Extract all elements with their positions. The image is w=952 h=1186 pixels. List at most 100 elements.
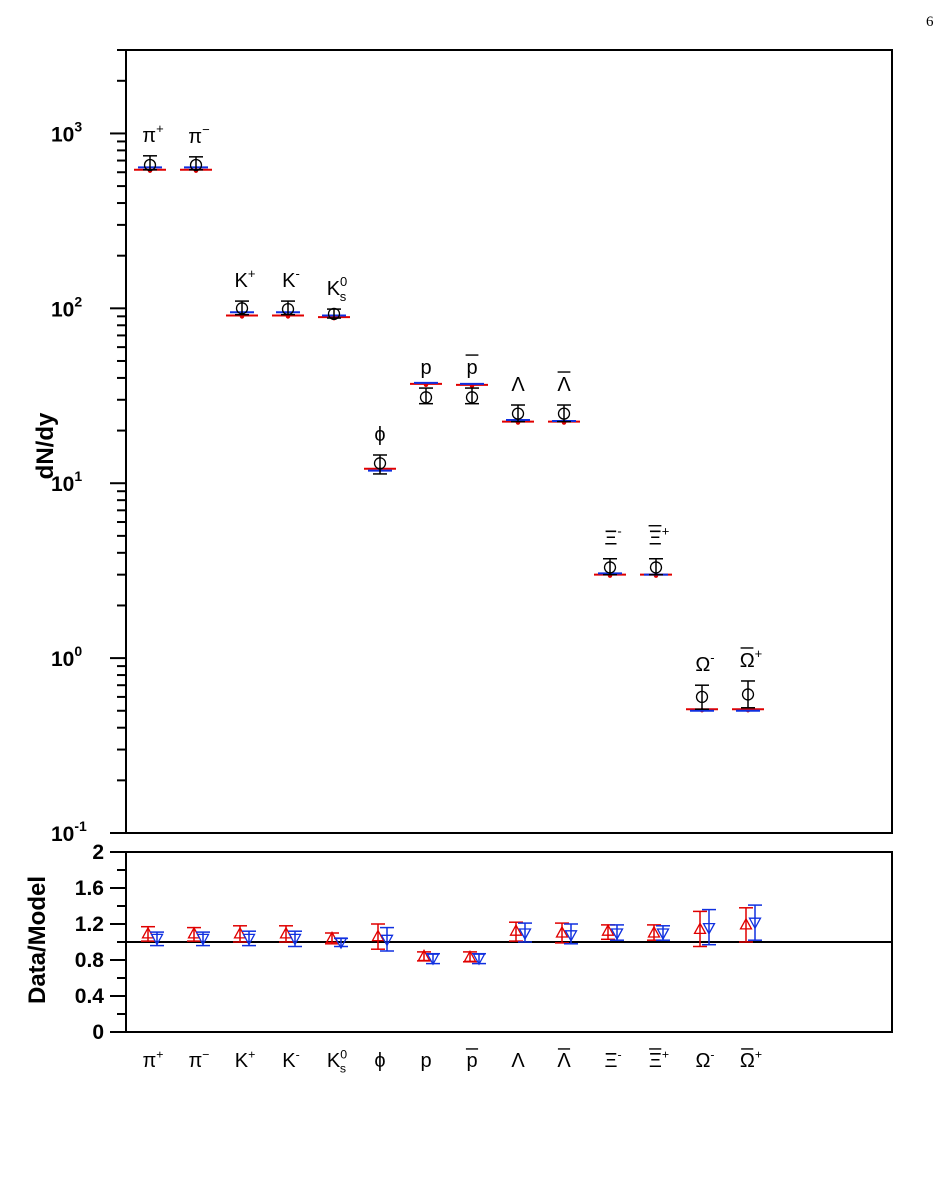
- x-tick-label-cat-3: K-: [282, 1047, 299, 1072]
- top-point-cat-9: [548, 404, 580, 425]
- y-tick-label: 100: [51, 643, 82, 671]
- top-point-cat-12: [686, 684, 718, 713]
- ratio-blue-triangle-down: [380, 934, 394, 947]
- ratio-blue-triangle-down: [426, 953, 440, 966]
- data-point-circle: [465, 391, 479, 404]
- ratio-red-triangle-up: [187, 926, 201, 939]
- ratio-red-triangle-up: [739, 917, 753, 930]
- data-point-circle: [373, 457, 387, 470]
- ratio-red-triangle-up: [509, 923, 523, 936]
- data-point-circle: [419, 391, 433, 404]
- data-point-circle: [143, 158, 157, 172]
- top-point-cat-10: [594, 557, 626, 578]
- top-point-cat-1: [180, 156, 212, 173]
- top-point-cat-7: [456, 382, 488, 405]
- particle-label-cat-13: Ω+: [740, 646, 763, 672]
- data-point-circle: [695, 690, 709, 704]
- ratio-blue-triangle-down: [702, 922, 716, 935]
- data-point-circle: [741, 688, 755, 701]
- y-tick-label: 2: [92, 841, 104, 864]
- particle-label-cat-7: p: [466, 357, 477, 379]
- ratio-blue-triangle-down: [610, 928, 624, 941]
- particle-label-cat-3: K-: [282, 266, 300, 292]
- ratio-blue-triangle-down: [242, 933, 256, 946]
- top-point-cat-3: [272, 300, 304, 319]
- ratio-point-cat-12: [693, 908, 716, 948]
- particle-label-cat-5: ϕ: [374, 424, 385, 446]
- ratio-point-cat-5: [371, 923, 394, 952]
- ratio-point-cat-7: [463, 949, 486, 966]
- ratio-point-cat-4: [325, 931, 348, 950]
- y-tick-label: 1.6: [75, 877, 104, 900]
- x-tick-label-cat-12: Ω-: [695, 1047, 714, 1072]
- ratio-blue-triangle-down: [288, 933, 302, 946]
- y-tick-label: 0.8: [75, 949, 105, 972]
- ratio-blue-triangle-down: [334, 937, 348, 950]
- ratio-point-cat-9: [555, 922, 578, 945]
- particle-label-cat-1: π−: [188, 122, 209, 148]
- top-point-cat-2: [226, 300, 258, 319]
- x-tick-label-cat-2: K+: [235, 1047, 256, 1072]
- data-point-circle: [327, 307, 341, 320]
- ratio-blue-triangle-down: [564, 930, 578, 943]
- ratio-blue-triangle-down: [472, 953, 486, 966]
- top-point-cat-13: [732, 680, 764, 713]
- particle-label-cat-0: π+: [142, 121, 163, 147]
- ratio-blue-triangle-down: [518, 928, 532, 941]
- x-tick-label-cat-4: K0 s: [327, 1047, 347, 1075]
- y-tick-label: 1.2: [75, 913, 104, 936]
- top-panel-dndy: 10-1 100 101 102 103 π+ π− K+ K- K0 s ϕ p p Λ Λ Ξ- Ξ+ Ω- Ω+: [51, 49, 893, 846]
- ratio-red-triangle-up: [463, 949, 477, 962]
- particle-label-cat-11: Ξ+: [649, 524, 670, 550]
- ratio-red-triangle-up: [601, 923, 615, 936]
- data-point-circle: [649, 561, 663, 574]
- x-tick-label-cat-8: Λ: [511, 1050, 525, 1072]
- ratio-blue-triangle-down: [196, 933, 210, 946]
- x-tick-label-cat-10: Ξ-: [604, 1047, 621, 1072]
- top-point-cat-4: [318, 307, 350, 321]
- particle-label-cat-9: Λ: [557, 374, 571, 396]
- x-tick-label-cat-5: ϕ: [374, 1050, 385, 1072]
- page-number: 6: [926, 14, 934, 30]
- ratio-blue-triangle-down: [150, 933, 164, 946]
- x-tick-label-cat-6: p: [420, 1050, 431, 1072]
- ratio-point-cat-1: [187, 926, 210, 947]
- x-tick-label-cat-11: Ξ+: [649, 1047, 669, 1072]
- top-point-cat-5: [364, 454, 396, 475]
- ratio-red-triangle-up: [555, 925, 569, 938]
- ratio-point-cat-0: [141, 925, 164, 947]
- y-tick-label: 103: [51, 118, 82, 146]
- ratio-red-triangle-up: [279, 926, 293, 939]
- x-tick-label-cat-0: π+: [142, 1047, 163, 1072]
- x-tick-label-cat-13: Ω+: [740, 1047, 762, 1072]
- x-tick-label-cat-7: p: [466, 1050, 477, 1072]
- particle-label-cat-4: K0 s: [327, 274, 348, 304]
- ratio-red-triangle-up: [417, 949, 431, 962]
- particle-label-cat-2: K+: [235, 266, 256, 292]
- data-point-circle: [189, 158, 203, 172]
- x-tick-label-cat-1: π−: [188, 1047, 209, 1072]
- ratio-point-cat-8: [509, 921, 532, 943]
- data-point-circle: [281, 302, 295, 316]
- particle-label-cat-8: Λ: [511, 374, 525, 396]
- ratio-point-cat-6: [417, 949, 440, 966]
- ratio-red-triangle-up: [233, 926, 247, 939]
- ratio-point-cat-2: [233, 925, 256, 947]
- data-point-circle: [603, 561, 617, 574]
- data-point-circle: [235, 302, 249, 315]
- top-point-cat-11: [640, 557, 672, 578]
- particle-label-cat-12: Ω-: [695, 650, 714, 676]
- bottom-panel-ratio: 0 0.4 0.8 1.2 1.6 2 π+ π− K+ K- K0 s ϕ p p Λ Λ Ξ- Ξ+ Ω- Ω+: [75, 841, 893, 1076]
- top-point-cat-6: [410, 381, 442, 405]
- ratio-blue-triangle-down: [656, 928, 670, 941]
- particle-label-cat-10: Ξ-: [604, 524, 621, 550]
- ratio-point-cat-10: [601, 923, 624, 941]
- y-tick-label: 102: [51, 293, 82, 321]
- data-point-circle: [511, 407, 525, 420]
- x-tick-label-cat-9: Λ: [557, 1050, 571, 1072]
- y-tick-label: 0: [92, 1021, 104, 1044]
- ratio-point-cat-13: [739, 904, 762, 943]
- ratio-red-triangle-up: [141, 926, 155, 939]
- top-point-cat-0: [134, 155, 166, 173]
